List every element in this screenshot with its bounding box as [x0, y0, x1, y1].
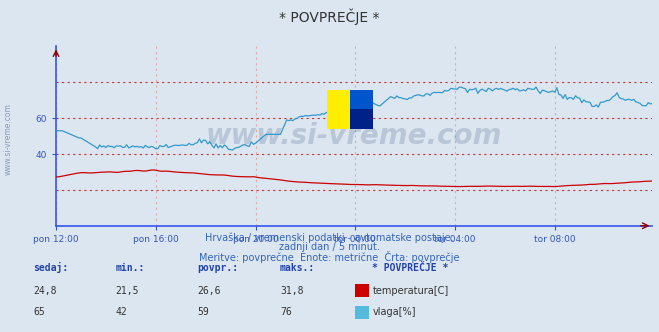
Text: www.si-vreme.com: www.si-vreme.com [3, 104, 13, 175]
Text: sedaj:: sedaj: [33, 262, 68, 273]
Text: 21,5: 21,5 [115, 286, 139, 296]
Text: Hrvaška / vremenski podatki - avtomatske postaje.: Hrvaška / vremenski podatki - avtomatske… [205, 232, 454, 243]
Text: www.si-vreme.com: www.si-vreme.com [206, 122, 502, 150]
Text: 59: 59 [198, 307, 210, 317]
Bar [328, 90, 350, 129]
Text: zadnji dan / 5 minut.: zadnji dan / 5 minut. [279, 242, 380, 252]
Text: 31,8: 31,8 [280, 286, 304, 296]
Text: Meritve: povprečne  Enote: metrične  Črta: povprečje: Meritve: povprečne Enote: metrične Črta:… [199, 251, 460, 263]
Text: maks.:: maks.: [280, 263, 315, 273]
Text: povpr.:: povpr.: [198, 263, 239, 273]
Text: * POVPREČJE *: * POVPREČJE * [372, 263, 449, 273]
Bar [350, 90, 373, 109]
Bar [350, 109, 373, 129]
Text: 42: 42 [115, 307, 127, 317]
Text: 26,6: 26,6 [198, 286, 221, 296]
Text: 24,8: 24,8 [33, 286, 57, 296]
Text: temperatura[C]: temperatura[C] [372, 286, 449, 296]
Text: min.:: min.: [115, 263, 145, 273]
Text: 76: 76 [280, 307, 292, 317]
Text: * POVPREČJE *: * POVPREČJE * [279, 8, 380, 25]
Text: 65: 65 [33, 307, 45, 317]
Text: vlaga[%]: vlaga[%] [372, 307, 416, 317]
